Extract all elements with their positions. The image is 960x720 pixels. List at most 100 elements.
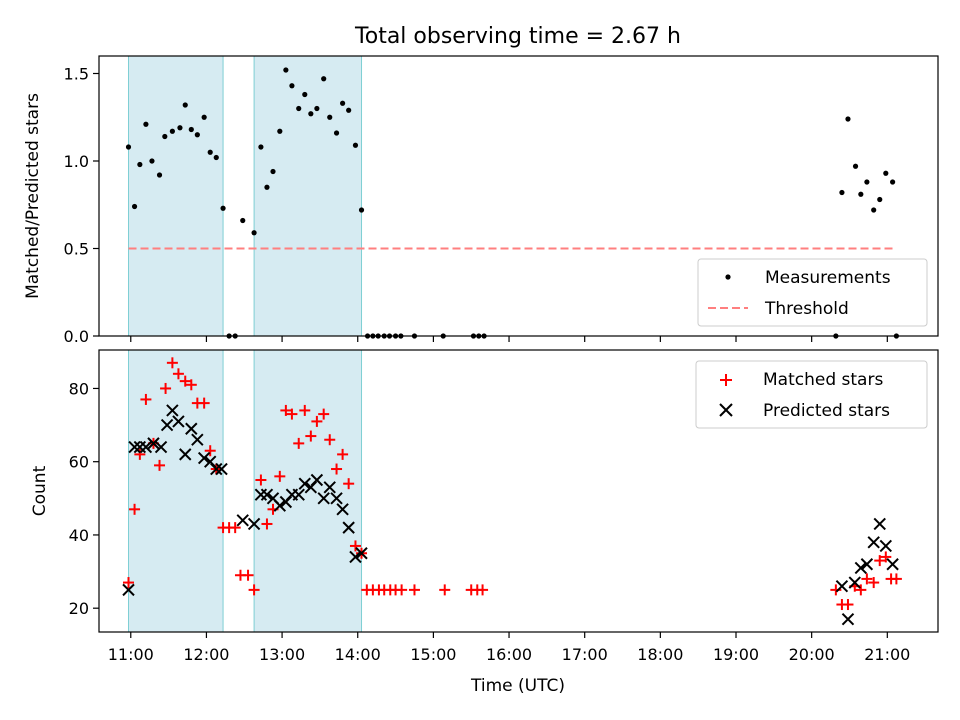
- predicted-star-point: [342, 521, 355, 534]
- measurement-point: [240, 217, 246, 224]
- matched-star-point: [874, 555, 886, 567]
- y-tick-label: 60: [69, 453, 89, 472]
- matched-star-point: [248, 584, 260, 596]
- matched-star-point: [160, 382, 172, 394]
- matched-star-point: [179, 375, 191, 387]
- matched-star-point: [166, 357, 178, 369]
- predicted-star-point: [298, 477, 311, 490]
- matched-star-point: [154, 459, 166, 471]
- predicted-star-point: [172, 415, 185, 428]
- measurement-point: [182, 102, 188, 108]
- legend-label-measurements: Measurements: [765, 268, 891, 288]
- measurement-point: [125, 144, 132, 150]
- measurement-point: [352, 142, 359, 148]
- matched-star-point: [861, 573, 873, 585]
- measurement-point: [194, 132, 200, 138]
- measurement-point: [883, 170, 889, 176]
- predicted-star-point: [215, 462, 228, 476]
- measurement-point: [169, 128, 175, 134]
- predicted-star-point: [147, 437, 160, 450]
- measurement-point: [333, 130, 340, 136]
- shaded-interval-top-2: [253, 55, 363, 337]
- predicted-star-point: [317, 492, 330, 505]
- measurement-point: [296, 105, 302, 112]
- matched-star-point: [129, 503, 141, 515]
- legend-top: Measurements Threshold: [697, 258, 928, 327]
- y-tick-label: 20: [69, 599, 89, 618]
- measurement-point: [258, 144, 264, 150]
- measurement-point: [346, 107, 352, 113]
- measurement-point: [213, 154, 219, 161]
- predicted-star-point: [835, 580, 849, 593]
- measurement-point: [188, 126, 194, 133]
- y-tick-label: 1.5: [64, 65, 89, 84]
- x-ticks-top: [130, 336, 888, 342]
- predicted-star-point: [273, 499, 287, 512]
- measurement-point: [890, 179, 896, 185]
- y-ticks-top: 0.0 0.5 1.0 1.5: [64, 65, 99, 346]
- x-tick-label: 21:00: [864, 645, 910, 664]
- matched-star-point: [855, 584, 867, 596]
- measurement-point: [314, 105, 320, 112]
- matched-star-point: [408, 584, 420, 596]
- predicted-star-point: [191, 433, 204, 446]
- matched-star-point: [293, 437, 305, 449]
- predicted-star-point: [873, 517, 886, 531]
- predicted-star-point: [122, 583, 135, 597]
- panel-bottom: 11:00 12:00 13:00 14:00 15:00 16:00 17:00 18:00…: [30, 349, 939, 664]
- matched-star-point: [274, 470, 286, 482]
- predicted-star-point: [154, 440, 168, 454]
- legend-label-threshold: Threshold: [764, 299, 849, 319]
- predicted-star-point: [323, 481, 336, 494]
- legend-label-predicted: Predicted stars: [763, 401, 890, 421]
- y-tick-label: 80: [69, 379, 89, 398]
- predicted-star-point: [854, 561, 868, 575]
- y-tick-label: 0.5: [64, 240, 89, 259]
- measurement-point: [302, 91, 308, 98]
- measurement-point: [321, 76, 327, 82]
- measurement-point: [858, 191, 864, 197]
- measurement-point: [877, 196, 883, 203]
- predicted-star-point: [247, 517, 261, 531]
- panel-top: 0.0 0.5 1.0 1.5 Matched/Predicted stars Mea…: [23, 55, 939, 346]
- measurement-point: [220, 205, 226, 211]
- legend-box-top: [697, 258, 928, 327]
- axes-frame-top: [98, 55, 939, 337]
- measurement-point: [308, 111, 314, 117]
- measurement-point: [270, 168, 276, 175]
- shaded-interval-top-1: [128, 55, 224, 337]
- matched-star-point: [318, 408, 330, 420]
- measurement-point: [839, 189, 845, 196]
- measurement-point: [137, 161, 143, 168]
- x-tick-label: 15:00: [410, 645, 456, 664]
- measurement-point: [143, 121, 149, 127]
- predicted-star-point: [336, 503, 349, 516]
- matched-star-point: [242, 569, 254, 581]
- matched-star-point: [299, 404, 311, 416]
- matched-star-point: [842, 599, 854, 611]
- matched-star-point: [880, 551, 892, 563]
- y-tick-label: 1.0: [64, 152, 89, 171]
- measurement-point: [207, 149, 213, 155]
- matched-star-point: [261, 518, 273, 530]
- predicted-star-point: [860, 558, 874, 571]
- measurement-point: [177, 125, 183, 131]
- x-tick-label: 19:00: [713, 645, 759, 664]
- y-axis-label-bottom: Count: [30, 465, 50, 516]
- predicted-star-point: [260, 488, 274, 501]
- matched-star-point: [331, 463, 343, 475]
- legend-marker-measurements: [725, 274, 731, 280]
- predicted-star-point: [292, 488, 305, 501]
- measurement-point: [156, 172, 163, 178]
- predicted-star-point: [349, 550, 362, 564]
- x-tick-label: 16:00: [486, 645, 532, 664]
- measurement-point: [864, 179, 870, 185]
- measurements-points: [125, 67, 899, 339]
- matched-star-point: [324, 434, 336, 446]
- matched-star-point: [337, 448, 349, 460]
- matched-star-point: [305, 430, 317, 442]
- matched-star-point: [123, 577, 135, 589]
- predicted-star-point: [236, 514, 249, 527]
- x-tick-label: 17:00: [562, 645, 608, 664]
